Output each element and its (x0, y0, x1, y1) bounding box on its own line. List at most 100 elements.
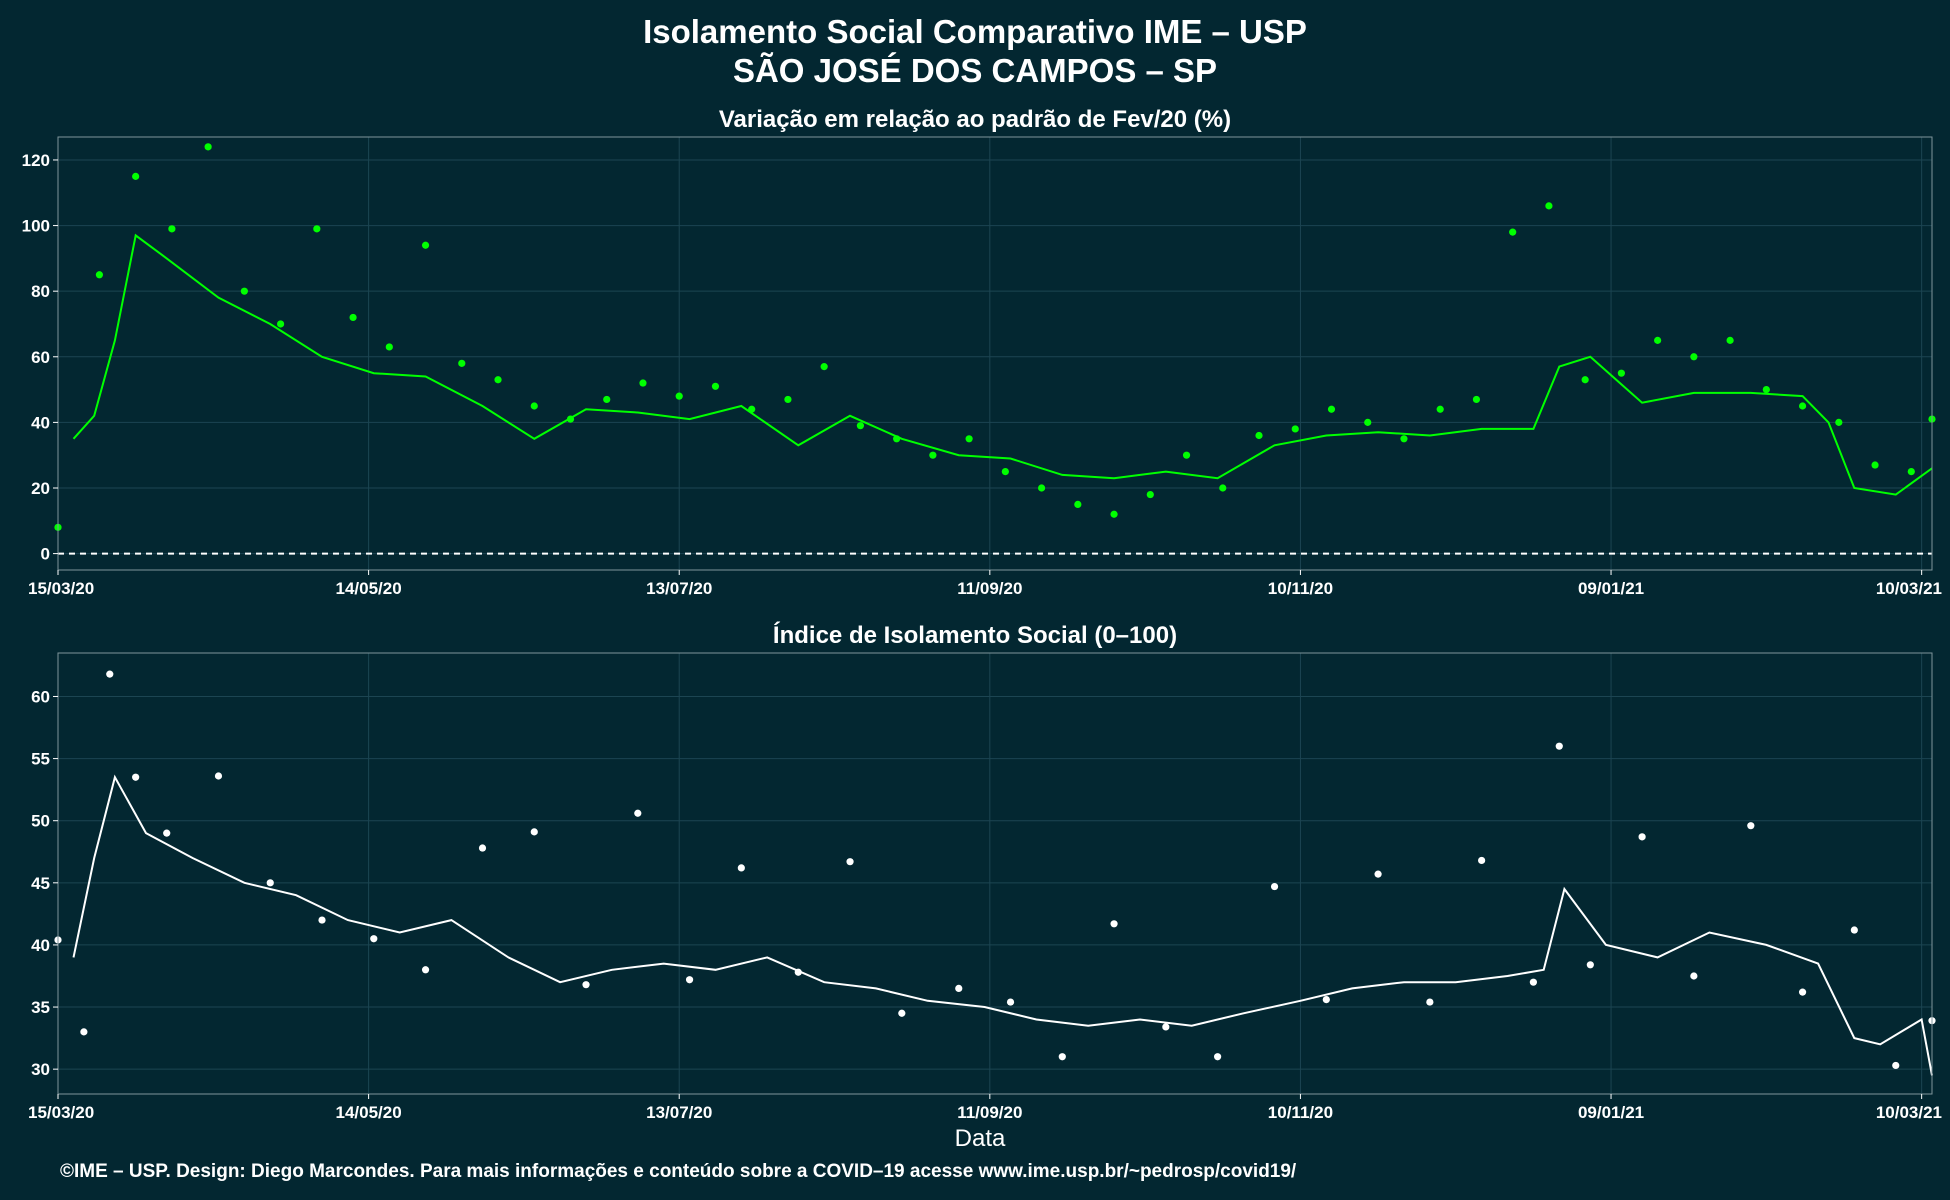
panel1-data-point (494, 376, 502, 384)
panel2-moving-average-line (72, 774, 1933, 1076)
panel1-data-point (1182, 451, 1191, 459)
panel1-data-point (1871, 461, 1879, 469)
panel1-data-point (820, 363, 828, 371)
panel1-data-point (1617, 369, 1625, 377)
panel1-y-tick-label: 80 (31, 282, 50, 301)
panel1-data-point (603, 395, 611, 404)
panel1-data-point (965, 435, 973, 443)
panel1-data-point (1001, 467, 1009, 476)
panel2-data-point (1478, 856, 1486, 865)
panel2-data-point (478, 844, 487, 852)
panel2-data-point (1798, 988, 1807, 996)
panel1-data-point (1545, 202, 1553, 210)
panel2-data-point (685, 976, 694, 984)
panel1-y-tick-label: 120 (22, 151, 50, 170)
panel1-x-tick-label: 14/05/20 (336, 579, 402, 598)
panel2-y-tick-label: 40 (31, 936, 50, 955)
panel1-data-point (1907, 467, 1915, 476)
x-axis-label: Data (955, 1125, 1006, 1152)
panel1-data-point (1327, 405, 1336, 413)
panel1-x-tick-label: 13/07/20 (646, 579, 712, 598)
figure-title-line2: SÃO JOSÉ DOS CAMPOS – SP (733, 52, 1217, 89)
panel2-data-point (1270, 882, 1279, 891)
panel1-plot: 0 20 40 60 80 100 120 15/03/20 14/05/20 13/07/20 1… (22, 136, 1942, 598)
panel2-data-point (1162, 1023, 1170, 1031)
panel1-data-point (856, 422, 865, 430)
panel2-data-point (1006, 998, 1015, 1006)
panel1-moving-average-line (72, 233, 1933, 496)
panel2-data-point (1529, 978, 1537, 986)
panel1-data-point (313, 225, 321, 233)
panel1-data-point (132, 172, 140, 180)
panel1-data-point (385, 343, 393, 351)
panel1-data-point (1364, 418, 1372, 426)
panel1-data-point (421, 241, 430, 249)
panel2-x-tick-label: 13/07/20 (646, 1103, 712, 1122)
panel2-title: Índice de Isolamento Social (0–100) (773, 621, 1177, 649)
panel2-data-point (1374, 870, 1382, 878)
panel1-data-point (1219, 484, 1227, 492)
panel1-data-point (639, 379, 647, 387)
panel1-title: Variação em relação ao padrão de Fev/20 … (719, 106, 1231, 133)
panel1-data-point (929, 451, 937, 459)
panel2-data-point (1850, 926, 1858, 934)
panel2-frame (57, 652, 1933, 1095)
panel1-data-point (1762, 385, 1770, 394)
panel1-y-tick-label: 20 (31, 479, 50, 498)
panel1-frame (57, 136, 1933, 571)
panel2-data-point (634, 809, 642, 817)
panel2-data-point (1214, 1053, 1222, 1061)
panel2-x-tick-label: 10/11/20 (1268, 1103, 1333, 1122)
panel1-y-tick-label: 60 (31, 348, 50, 367)
panel2-data-point (80, 1028, 88, 1036)
panel1-y-tick-label: 100 (22, 217, 50, 236)
panel2-data-point (370, 935, 378, 943)
figure-title-line1: Isolamento Social Comparativo IME – USP (643, 13, 1307, 50)
panel1-data-point (349, 313, 357, 322)
panel1-data-point (1835, 418, 1843, 426)
panel2-data-point (1892, 1061, 1900, 1070)
panel1-x-tick-label: 09/01/21 (1578, 579, 1644, 598)
panel2-y-tick-label: 30 (31, 1060, 50, 1079)
panel2-data-point (898, 1009, 906, 1017)
panel1-data-point (458, 359, 466, 367)
panel1-data-point (1581, 376, 1589, 384)
panel1-data-point (711, 382, 720, 390)
panel1-x-tick-label: 15/03/20 (28, 579, 94, 598)
panel2-data-point (955, 984, 963, 993)
panel2-data-point (1322, 995, 1330, 1004)
panel1-data-point (1255, 431, 1263, 440)
footer-credits: ©IME – USP. Design: Diego Marcondes. Par… (60, 1161, 1297, 1182)
panel1-data-point (204, 143, 212, 151)
panel2-y-tick-label: 60 (31, 687, 50, 706)
panel1-data-point (277, 320, 285, 328)
panel1-y-tick-label: 40 (31, 413, 50, 432)
panel1-data-point (1110, 510, 1118, 518)
panel1-data-point (1146, 490, 1154, 499)
panel2-x-tick-label: 10/03/21 (1876, 1103, 1942, 1122)
panel2-x-tick-label: 11/09/20 (957, 1103, 1022, 1122)
panel2-y-tick-label: 55 (31, 750, 50, 769)
panel2-data-point (163, 829, 171, 837)
panel2-x-tick-label: 09/01/21 (1578, 1103, 1644, 1122)
panel2-plot: 30 35 40 45 50 55 60 15/03/20 14/05/20 13/07/20 11… (28, 652, 1942, 1122)
panel1-data-point (1654, 336, 1662, 344)
panel2-data-point (846, 858, 854, 866)
panel2-data-point (737, 864, 745, 872)
panel1-data-point (530, 402, 538, 410)
panel2-data-point (318, 916, 326, 924)
panel1-data-point (1037, 484, 1046, 492)
panel2-data-point (106, 670, 114, 678)
panel1-data-point (95, 271, 104, 279)
panel1-data-point (1400, 435, 1408, 443)
panel2-data-point (1555, 742, 1563, 750)
panel2-y-tick-label: 50 (31, 812, 50, 831)
panel2-data-point (1586, 961, 1594, 969)
panel2-data-point (266, 879, 274, 887)
panel1-data-point (1436, 405, 1444, 413)
panel2-data-point (421, 966, 430, 974)
panel1-data-point (1291, 425, 1299, 433)
panel2-data-point (1426, 998, 1434, 1006)
panel1-data-point (675, 392, 683, 400)
panel1-x-tick-label: 10/11/20 (1268, 579, 1333, 598)
